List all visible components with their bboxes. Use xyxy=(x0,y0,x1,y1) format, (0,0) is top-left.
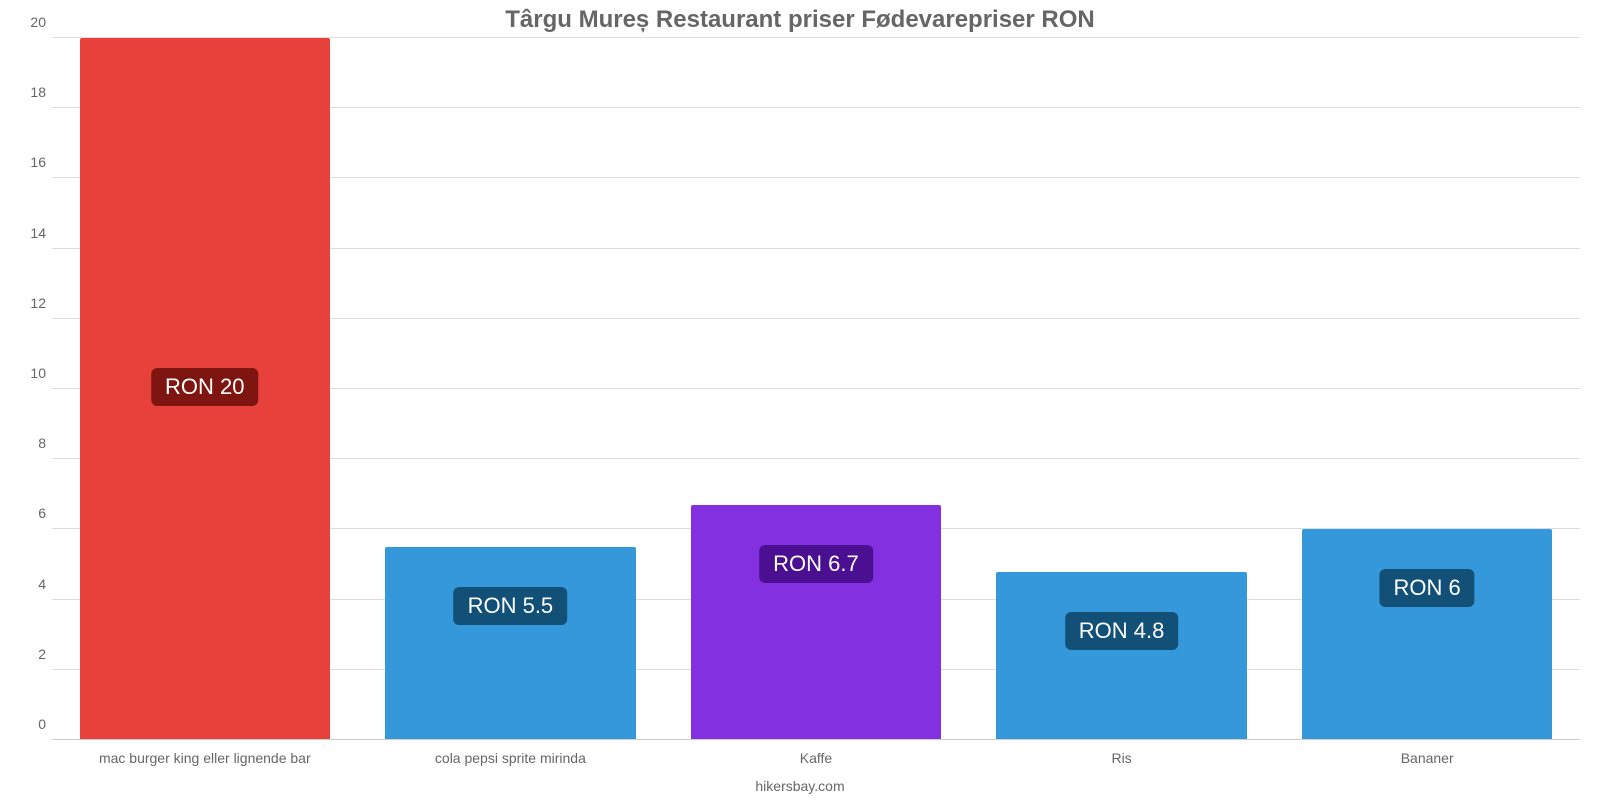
x-axis-line xyxy=(52,739,1580,740)
price-chart: Târgu Mureș Restaurant priser Fødevarepr… xyxy=(0,0,1600,800)
y-tick-label: 14 xyxy=(12,225,46,241)
y-tick-label: 6 xyxy=(12,505,46,521)
x-tick-label: Kaffe xyxy=(663,750,969,766)
x-tick-label: Ris xyxy=(969,750,1275,766)
y-tick-label: 18 xyxy=(12,84,46,100)
chart-title: Târgu Mureș Restaurant priser Fødevarepr… xyxy=(0,0,1600,34)
value-badge: RON 5.5 xyxy=(454,587,568,625)
bar: RON 20 xyxy=(80,38,331,740)
bar-slot: RON 6.7 xyxy=(663,38,969,740)
plot-area: 02468101214161820 RON 20RON 5.5RON 6.7RO… xyxy=(52,38,1580,740)
value-badge: RON 6 xyxy=(1380,569,1475,607)
bar: RON 6 xyxy=(1302,529,1553,740)
x-tick-label: cola pepsi sprite mirinda xyxy=(358,750,664,766)
y-tick-label: 10 xyxy=(12,365,46,381)
y-tick-label: 16 xyxy=(12,154,46,170)
value-badge: RON 20 xyxy=(151,368,258,406)
y-tick-label: 12 xyxy=(12,295,46,311)
value-badge: RON 4.8 xyxy=(1065,612,1179,650)
bar: RON 5.5 xyxy=(385,547,636,740)
y-tick-label: 20 xyxy=(12,14,46,30)
bar-slot: RON 20 xyxy=(52,38,358,740)
y-tick-label: 2 xyxy=(12,646,46,662)
y-tick-label: 8 xyxy=(12,435,46,451)
chart-footer: hikersbay.com xyxy=(0,778,1600,794)
x-axis-labels: mac burger king eller lignende barcola p… xyxy=(52,750,1580,766)
bar: RON 4.8 xyxy=(996,572,1247,740)
value-badge: RON 6.7 xyxy=(759,545,873,583)
bar-slot: RON 4.8 xyxy=(969,38,1275,740)
x-tick-label: Bananer xyxy=(1274,750,1580,766)
x-tick-label: mac burger king eller lignende bar xyxy=(52,750,358,766)
bar-slot: RON 5.5 xyxy=(358,38,664,740)
y-tick-label: 0 xyxy=(12,716,46,732)
y-tick-label: 4 xyxy=(12,576,46,592)
bar: RON 6.7 xyxy=(691,505,942,740)
bar-slot: RON 6 xyxy=(1274,38,1580,740)
bars-container: RON 20 RON 5.5 RON 6.7 RON 4.8 RON 6 xyxy=(52,38,1580,740)
